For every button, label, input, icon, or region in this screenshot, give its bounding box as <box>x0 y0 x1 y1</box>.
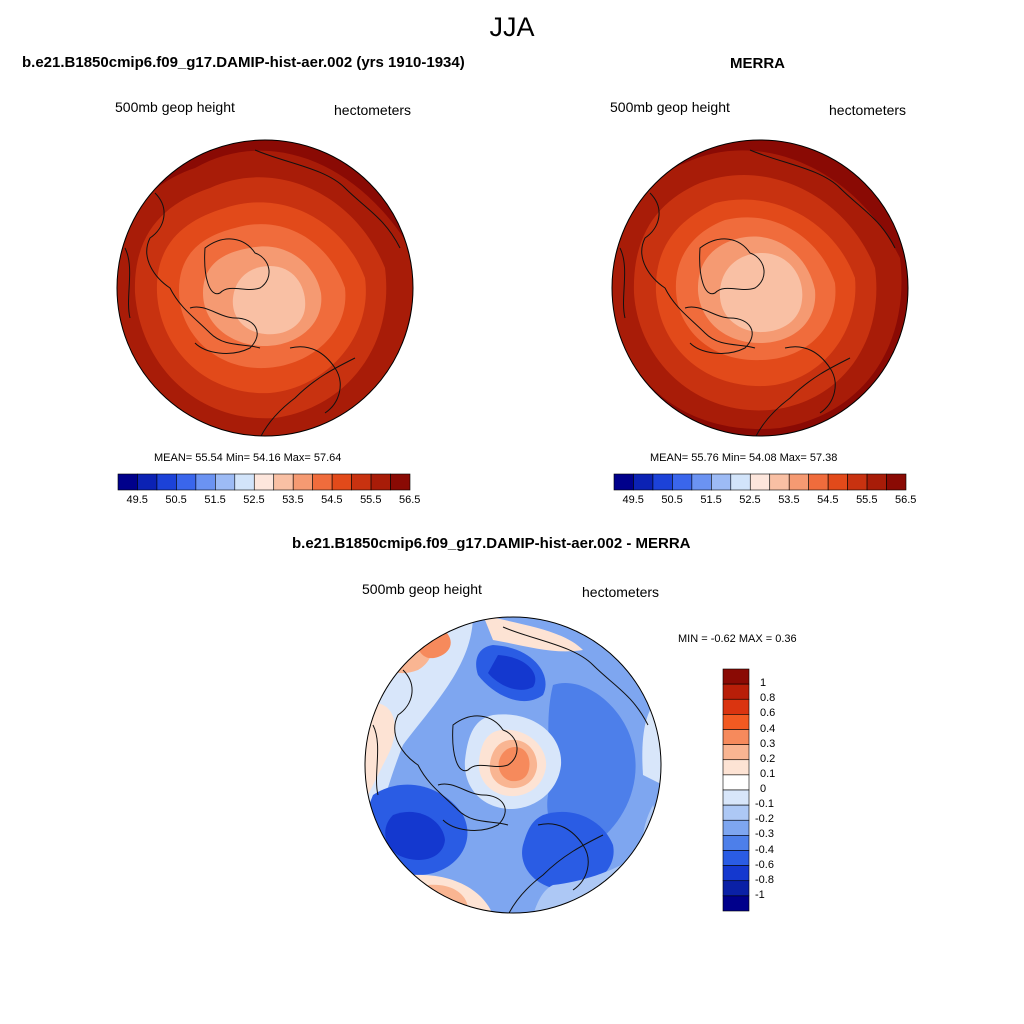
obs-colorbar-tick-label: 50.5 <box>661 494 683 506</box>
model-colorbar <box>117 473 411 491</box>
obs-colorbar-tick-label: 53.5 <box>778 494 800 506</box>
model-colorbar-swatch <box>156 473 177 491</box>
diff-colorbar-tick-label: 0 <box>760 783 767 795</box>
diff-colorbar-swatch <box>722 774 750 791</box>
diff-colorbar-swatch <box>722 729 750 745</box>
obs-units-label: hectometers <box>829 102 907 118</box>
obs-colorbar-swatch <box>808 473 829 491</box>
diff-colorbar-swatch <box>722 804 750 821</box>
diff-colorbar-swatch <box>722 850 750 866</box>
obs-panel-title: MERRA <box>730 55 785 72</box>
diff-colorbar-tick-label: -0.2 <box>755 813 774 826</box>
figure-title: JJA <box>489 12 535 42</box>
obs-colorbar-swatch <box>711 473 732 491</box>
obs-colorbar-swatch <box>691 473 712 491</box>
obs-polar-map <box>611 139 909 437</box>
obs-colorbar-tick-label: 56.5 <box>895 494 917 506</box>
obs-colorbar-swatch <box>730 473 751 491</box>
model-colorbar-tick-label: 49.5 <box>126 494 148 506</box>
model-colorbar-tick-label: 56.5 <box>399 494 421 506</box>
obs-stats: MEAN= 55.76 Min= 54.08 Max= 57.38 <box>650 452 838 464</box>
obs-colorbar-swatch <box>652 473 673 491</box>
obs-colorbar-swatch <box>788 473 809 491</box>
model-colorbar-swatch <box>137 473 158 491</box>
diff-colorbar-tick-label: 0.3 <box>760 737 776 750</box>
diff-colorbar-swatch <box>722 835 750 851</box>
model-polar-map <box>116 139 414 437</box>
model-colorbar-swatch <box>234 473 255 491</box>
obs-colorbar <box>613 473 907 491</box>
model-units-label: hectometers <box>334 102 412 118</box>
obs-colorbar-swatch <box>613 473 634 491</box>
model-colorbar-swatch <box>253 473 275 491</box>
diff-colorbar-swatch <box>722 789 750 806</box>
obs-colorbar-swatch <box>769 473 790 491</box>
obs-colorbar-swatch <box>847 473 868 491</box>
obs-colorbar-swatch <box>886 473 907 491</box>
model-colorbar-tick-label: 52.5 <box>243 494 265 506</box>
diff-panel-title: b.e21.B1850cmip6.f09_g17.DAMIP-hist-aer.… <box>292 535 691 552</box>
diff-colorbar-swatch <box>722 865 750 882</box>
diff-colorbar-tick-label: -0.3 <box>755 828 774 841</box>
model-colorbar-swatch <box>176 473 197 491</box>
diff-colorbar-tick-label: 0.4 <box>760 722 776 735</box>
diff-colorbar-swatch <box>722 759 750 776</box>
model-colorbar-tick-label: 50.5 <box>165 494 187 506</box>
model-colorbar-swatch <box>273 473 294 491</box>
model-colorbar-swatch <box>351 473 372 491</box>
diff-colorbar-swatch <box>722 880 750 897</box>
diff-colorbar-tick-label: 0.2 <box>760 752 776 765</box>
diff-colorbar-tick-label: -0.8 <box>755 873 774 886</box>
model-colorbar-swatch <box>370 473 391 491</box>
diff-colorbar-swatch <box>722 714 750 730</box>
diff-stats: MIN = -0.62 MAX = 0.36 <box>678 633 797 645</box>
diff-colorbar-tick-label: -1 <box>755 888 765 901</box>
diff-colorbar-tick-label: 1 <box>760 677 767 690</box>
diff-colorbar-tick-label: -0.1 <box>755 798 774 811</box>
model-colorbar-swatch <box>331 473 352 491</box>
diff-polar-map <box>364 616 662 914</box>
diff-colorbar-swatch <box>722 683 750 700</box>
obs-colorbar-tick-label: 54.5 <box>817 494 839 506</box>
obs-colorbar-tick-label: 49.5 <box>622 494 644 506</box>
obs-colorbar-tick-label: 55.5 <box>856 494 878 506</box>
diff-colorbar-tick-label: 0.8 <box>760 692 776 705</box>
model-panel-title: b.e21.B1850cmip6.f09_g17.DAMIP-hist-aer.… <box>22 54 465 71</box>
model-colorbar-tick-label: 51.5 <box>204 494 226 506</box>
model-variable-label: 500mb geop height <box>115 99 235 115</box>
model-stats: MEAN= 55.54 Min= 54.16 Max= 57.64 <box>154 452 342 464</box>
diff-variable-label: 500mb geop height <box>362 581 482 597</box>
model-colorbar-swatch <box>292 473 313 491</box>
model-colorbar-swatch <box>117 473 138 491</box>
diff-colorbar-swatch <box>722 698 750 715</box>
model-colorbar-tick-label: 53.5 <box>282 494 304 506</box>
obs-colorbar-swatch <box>672 473 693 491</box>
obs-variable-label: 500mb geop height <box>610 99 730 115</box>
obs-colorbar-tick-label: 52.5 <box>739 494 761 506</box>
diff-colorbar <box>722 668 750 912</box>
obs-colorbar-swatch <box>866 473 887 491</box>
model-colorbar-tick-label: 55.5 <box>360 494 382 506</box>
diff-colorbar-swatch <box>722 819 750 836</box>
diff-colorbar-tick-label: 0.6 <box>760 707 776 720</box>
diff-units-label: hectometers <box>582 584 660 600</box>
model-colorbar-swatch <box>215 473 236 491</box>
model-colorbar-swatch <box>312 473 333 491</box>
model-colorbar-swatch <box>390 473 411 491</box>
obs-colorbar-swatch <box>827 473 848 491</box>
obs-colorbar-swatch <box>633 473 654 491</box>
diff-colorbar-tick-label: -0.4 <box>755 843 774 856</box>
diff-colorbar-swatch <box>722 668 750 685</box>
diff-colorbar-tick-label: 0.1 <box>760 767 776 780</box>
model-colorbar-tick-label: 54.5 <box>321 494 343 506</box>
diff-colorbar-tick-label: -0.6 <box>755 858 774 871</box>
obs-colorbar-tick-label: 51.5 <box>700 494 722 506</box>
diff-colorbar-swatch <box>722 895 750 912</box>
model-colorbar-swatch <box>195 473 216 491</box>
diff-colorbar-swatch <box>722 744 750 761</box>
obs-colorbar-swatch <box>749 473 771 491</box>
